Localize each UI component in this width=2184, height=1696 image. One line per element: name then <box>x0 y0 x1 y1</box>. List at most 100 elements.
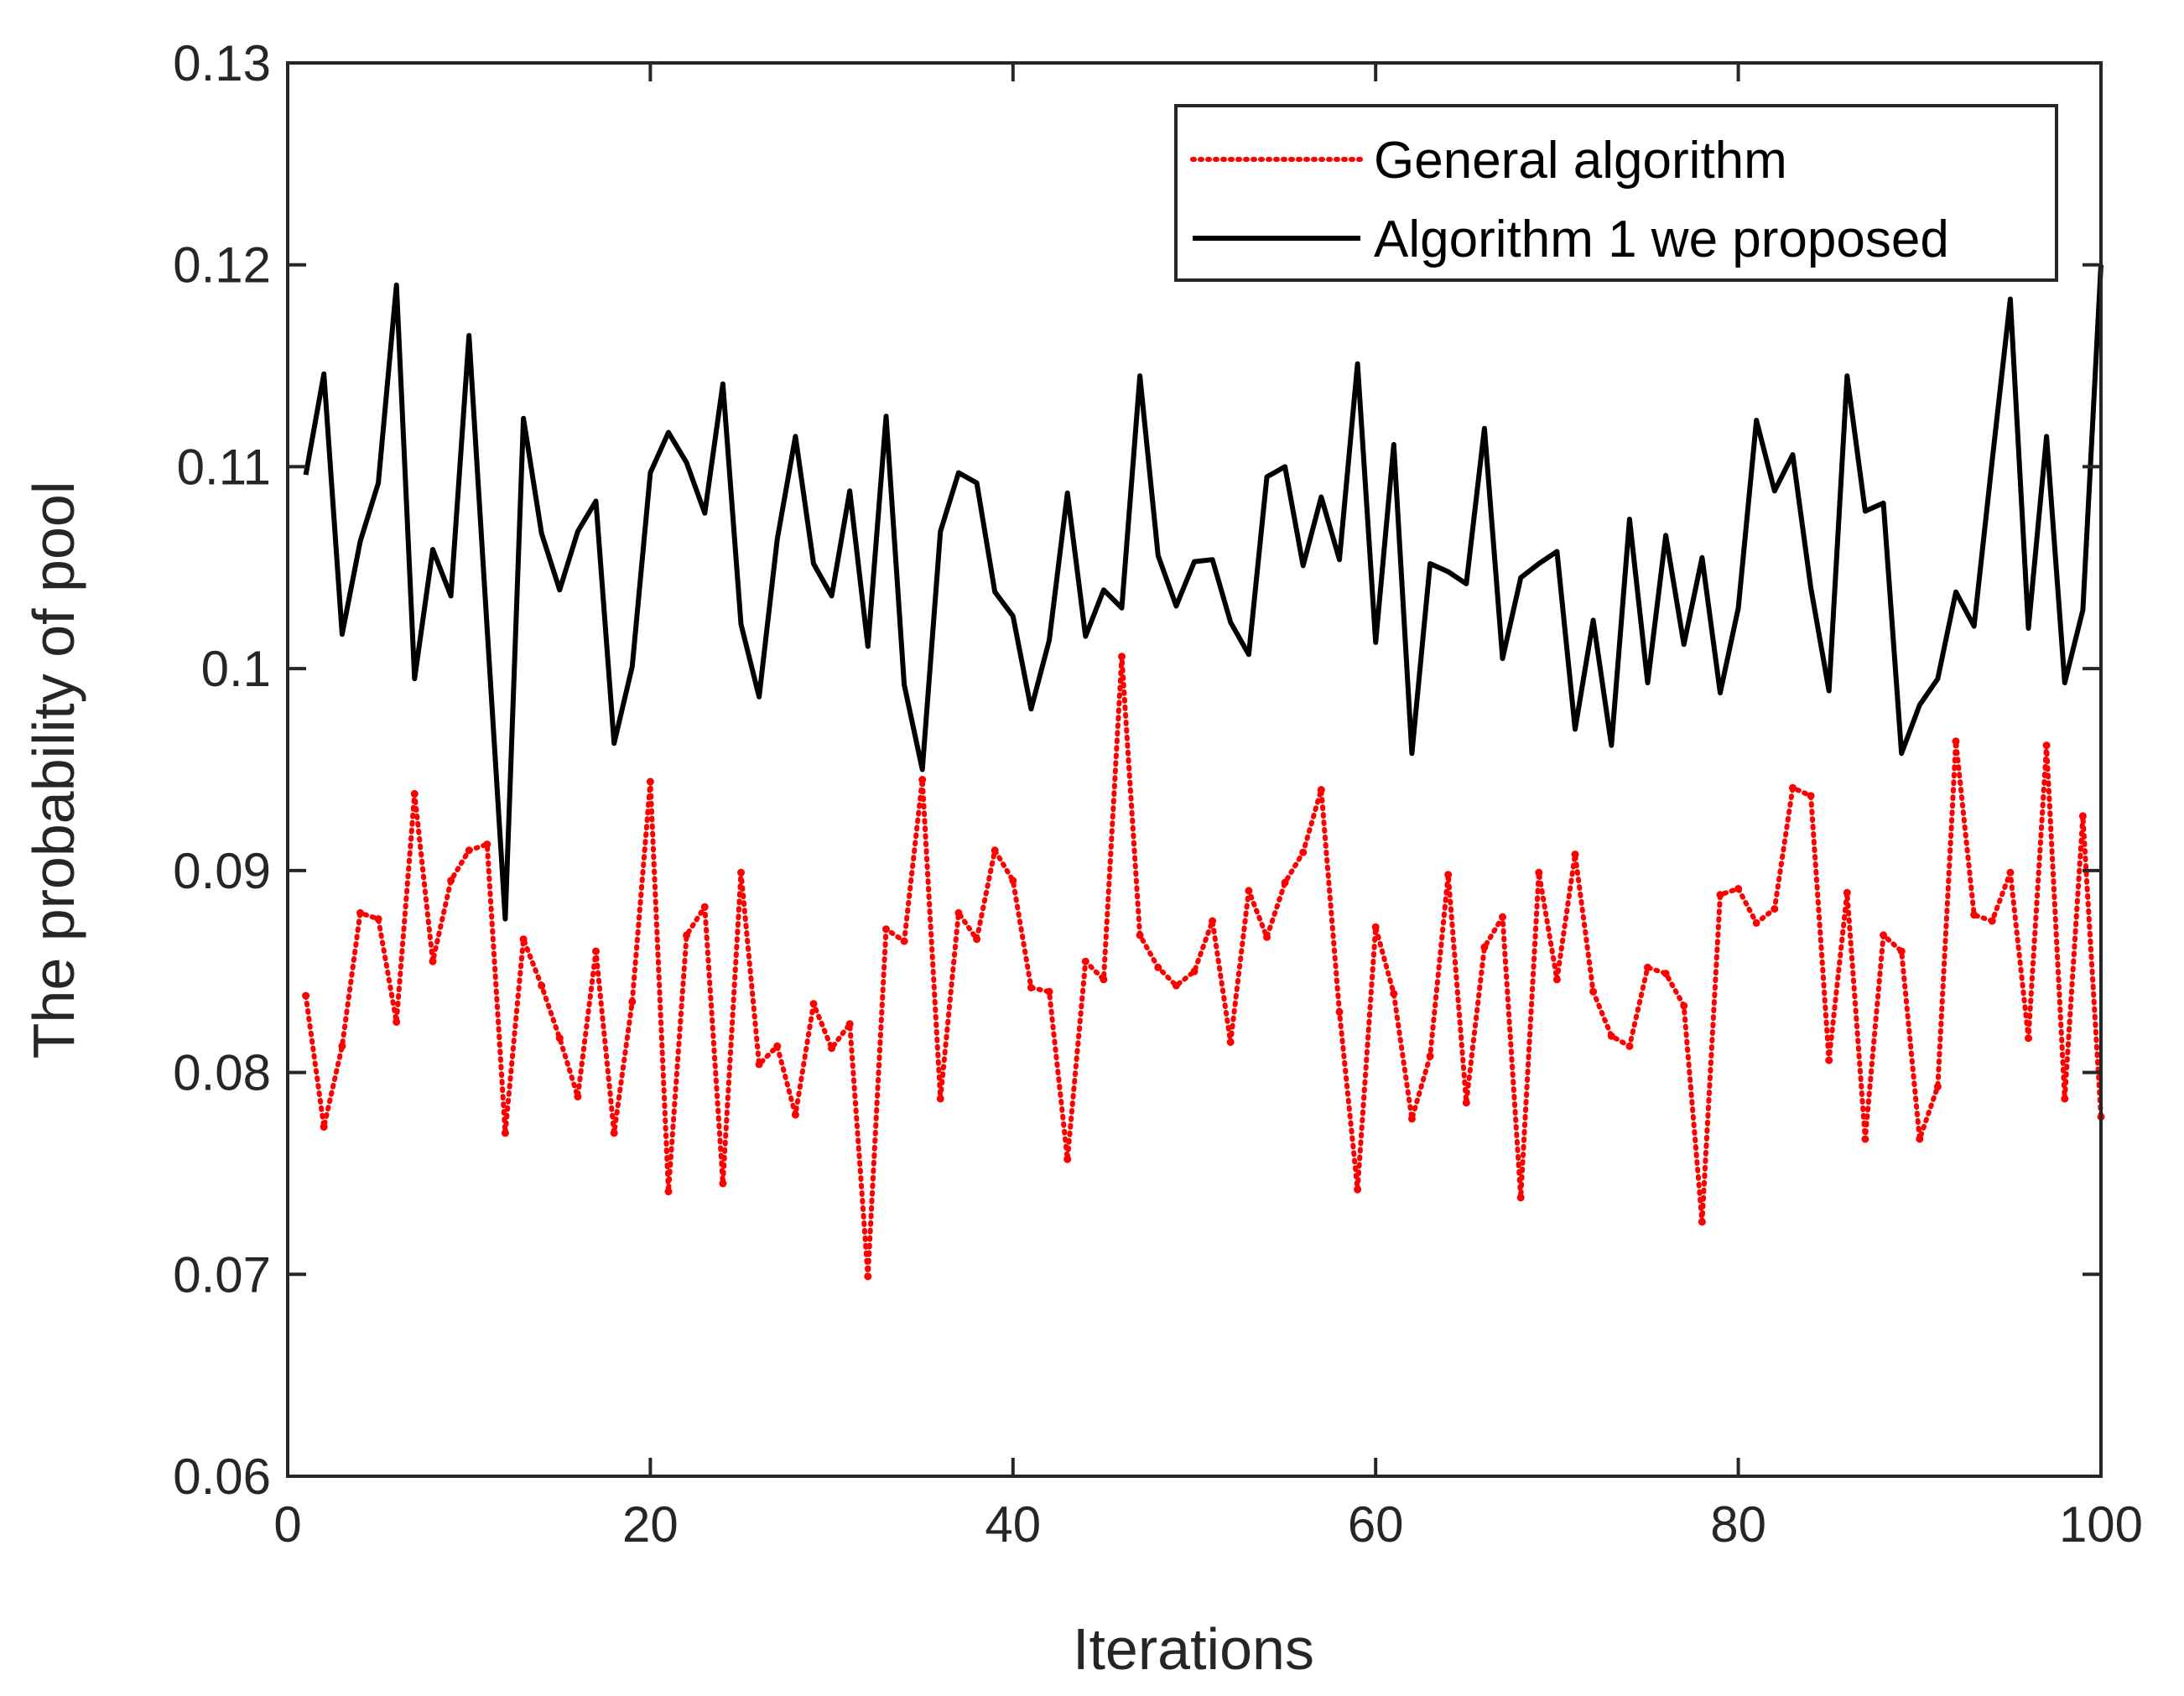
data-point <box>1716 891 1724 899</box>
data-point <box>918 776 927 783</box>
data-point <box>483 840 491 849</box>
y-tick-label: 0.06 <box>173 1449 271 1505</box>
data-point <box>410 789 419 798</box>
data-point <box>1988 917 1996 925</box>
data-point <box>1081 957 1089 965</box>
data-point <box>1371 923 1380 931</box>
y-tick-label: 0.12 <box>173 237 271 294</box>
data-point <box>1734 885 1743 892</box>
y-tick-label: 0.1 <box>201 641 271 697</box>
data-point <box>1100 975 1108 984</box>
plot-area-frame <box>286 61 2103 1478</box>
data-point <box>1335 1007 1344 1016</box>
y-tick-label: 0.09 <box>173 843 271 899</box>
data-point <box>991 846 999 855</box>
legend-box <box>1174 104 2058 282</box>
data-point <box>1226 1038 1235 1046</box>
data-point <box>1825 1056 1833 1064</box>
data-point <box>574 1093 582 1100</box>
y-tick-label: 0.07 <box>173 1246 271 1303</box>
data-point <box>2025 1034 2032 1043</box>
data-point <box>1317 786 1325 794</box>
data-point <box>1771 905 1779 913</box>
data-point <box>1789 783 1797 792</box>
data-point <box>393 1017 401 1026</box>
data-point <box>1299 848 1308 856</box>
data-point <box>1027 984 1035 991</box>
data-point <box>519 935 528 944</box>
data-point <box>809 1000 818 1008</box>
data-point <box>338 1042 346 1050</box>
axes-layer: 0 20 40 60 80 100 0.06 0.07 0.08 0.09 0.1 0.11 0.12 0… <box>173 35 2143 1553</box>
data-point <box>719 1179 727 1188</box>
data-point <box>954 908 963 917</box>
data-point <box>791 1111 799 1119</box>
data-point <box>2042 741 2051 750</box>
data-point <box>1897 947 1906 955</box>
data-point <box>773 1042 782 1050</box>
data-point <box>302 991 310 1000</box>
data-point <box>592 947 600 955</box>
data-point <box>1970 911 1979 919</box>
data-point <box>1209 917 1217 925</box>
data-point <box>1136 931 1144 939</box>
data-point <box>900 937 908 945</box>
data-point <box>1063 1155 1072 1163</box>
x-tick-label: 20 <box>622 1496 679 1553</box>
data-point <box>374 915 382 923</box>
data-point <box>646 778 654 786</box>
data-point <box>1680 1001 1688 1010</box>
legend-label-general-algorithm: General algorithm <box>1374 132 1787 190</box>
data-point <box>1499 913 1506 921</box>
data-point <box>1118 653 1126 661</box>
data-point <box>610 1129 618 1137</box>
data-point <box>1589 987 1598 996</box>
data-point <box>1644 963 1651 971</box>
data-point <box>1444 871 1453 879</box>
data-point <box>1807 792 1815 800</box>
y-axis-label: The probability of pool <box>21 481 86 1059</box>
series-layer <box>302 264 2105 1281</box>
data-point <box>1281 878 1289 887</box>
data-point <box>1407 1115 1416 1123</box>
data-point <box>700 903 709 911</box>
x-tick-label: 0 <box>273 1496 301 1553</box>
data-point <box>447 877 455 885</box>
series-line-general-algorithm <box>303 653 2103 1279</box>
data-point <box>555 1034 564 1043</box>
data-point <box>1354 1185 1362 1194</box>
data-point <box>1952 737 1960 746</box>
data-point <box>973 935 981 944</box>
y-tick-label: 0.11 <box>177 439 271 495</box>
x-tick-label: 100 <box>2059 1496 2143 1553</box>
data-point <box>1535 868 1543 877</box>
data-point <box>1390 990 1398 998</box>
data-point <box>501 1129 509 1137</box>
data-point <box>2078 812 2087 820</box>
data-point <box>429 957 437 965</box>
data-point <box>1861 1135 1869 1143</box>
data-point <box>1245 887 1253 895</box>
x-tick-label: 80 <box>1710 1496 1766 1553</box>
data-point <box>1625 1042 1634 1050</box>
data-point <box>465 846 473 855</box>
data-point <box>683 931 691 939</box>
data-point <box>1462 1099 1470 1107</box>
data-point <box>1933 1082 1942 1090</box>
data-point <box>1843 888 1851 897</box>
data-point <box>882 925 890 934</box>
y-tick-label: 0.13 <box>173 35 271 91</box>
data-point <box>845 1020 854 1028</box>
data-point <box>356 908 364 917</box>
data-point <box>628 997 637 1006</box>
legend-label-algorithm-1: Algorithm 1 we proposed <box>1374 211 1949 268</box>
data-point <box>1172 981 1180 990</box>
y-tick-label: 0.08 <box>173 1045 271 1101</box>
data-point <box>1426 1052 1434 1060</box>
data-point <box>1190 967 1199 975</box>
data-point <box>2006 868 2015 877</box>
data-point <box>737 868 745 877</box>
data-point <box>1009 877 1017 885</box>
data-point <box>755 1060 763 1069</box>
